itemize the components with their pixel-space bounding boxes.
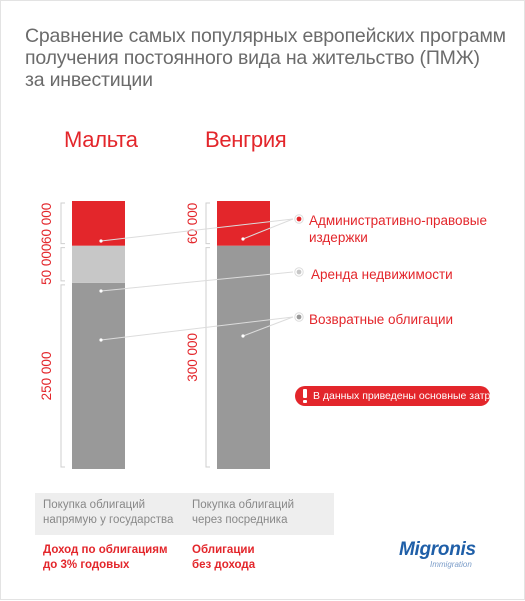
bar-segment-bonds-hungary: [217, 245, 270, 469]
legend-item-admin-costs: Административно-правовые издержки: [309, 212, 487, 246]
leader-line: [100, 316, 294, 341]
segment-bracket: [60, 247, 65, 282]
country-label-malta: Мальта: [64, 127, 138, 152]
leader-line: [242, 316, 294, 337]
leader-anchor-dot: [241, 334, 245, 338]
purchase-method-line: напрямую у государства: [43, 514, 174, 526]
leader-line: [242, 218, 294, 240]
leader-anchor-dot: [99, 289, 103, 293]
leader-line: [100, 218, 294, 242]
title-line: за инвестиции: [25, 69, 153, 91]
legend-marker-dot: [296, 314, 302, 320]
income-line: до 3% годовых: [43, 559, 130, 571]
legend-label: Возвратные облигации: [309, 312, 454, 327]
income-line: Облигации: [192, 544, 255, 556]
bar-segment-rent-malta: [72, 245, 125, 283]
leader-line: [100, 271, 294, 292]
title-line: Сравнение самых популярных европейских п…: [25, 25, 506, 47]
legend-label: Административно-правовые: [309, 213, 487, 228]
note-badge: В данных приведены основные затраты: [295, 386, 508, 406]
logo-subtitle: Immigration: [430, 560, 472, 569]
page-title: Сравнение самых популярных европейских п…: [25, 25, 506, 91]
purchase-method-line: Покупка облигаций: [192, 499, 295, 511]
value-label: 300 000: [185, 333, 200, 382]
income-line: без дохода: [192, 559, 256, 571]
purchase-method-box-malta: Покупка облигаций напрямую у государства: [35, 493, 185, 535]
country-label-hungary: Венгрия: [205, 127, 287, 152]
bar-segment-bonds-malta: [72, 282, 125, 469]
value-label: 50 000: [39, 244, 54, 285]
leader-anchor-dot: [99, 239, 103, 243]
segment-bracket: [60, 202, 65, 245]
value-label: 60 000: [39, 203, 54, 244]
leader-anchor-dot: [99, 338, 103, 342]
migronis-logo: Migronis Immigration: [399, 539, 489, 569]
note-text: В данных приведены основные затраты: [313, 390, 509, 402]
legend-marker-dot: [296, 216, 302, 222]
income-note-malta: Доход по облигациям до 3% годовых: [43, 543, 167, 573]
income-line: Доход по облигациям: [43, 544, 168, 556]
purchase-method-line: через посредника: [192, 514, 288, 526]
purchase-method-line: Покупка облигаций: [43, 499, 146, 511]
segment-bracket: [205, 202, 210, 245]
bar-segment-admin-costs-malta: [72, 201, 125, 246]
legend-label: издержки: [309, 230, 368, 245]
value-label: 60 000: [185, 203, 200, 244]
title-line: получения постоянного вида на жительство…: [25, 47, 480, 69]
value-label: 250 000: [39, 352, 54, 401]
legend-item-bonds: Возвратные облигации: [309, 311, 453, 328]
segment-bracket: [60, 284, 65, 468]
leader-anchor-dot: [241, 237, 245, 241]
legend-marker-dot: [296, 269, 302, 275]
purchase-method-box-hungary: Покупка облигаций через посредника: [184, 493, 334, 535]
income-note-hungary: Облигации без дохода: [192, 543, 255, 573]
legend-item-rent: Аренда недвижимости: [311, 266, 453, 283]
legend-label: Аренда недвижимости: [311, 267, 453, 282]
logo-wordmark: Migronis: [399, 539, 476, 560]
segment-bracket: [205, 247, 210, 468]
exclamation-icon: [301, 389, 309, 403]
